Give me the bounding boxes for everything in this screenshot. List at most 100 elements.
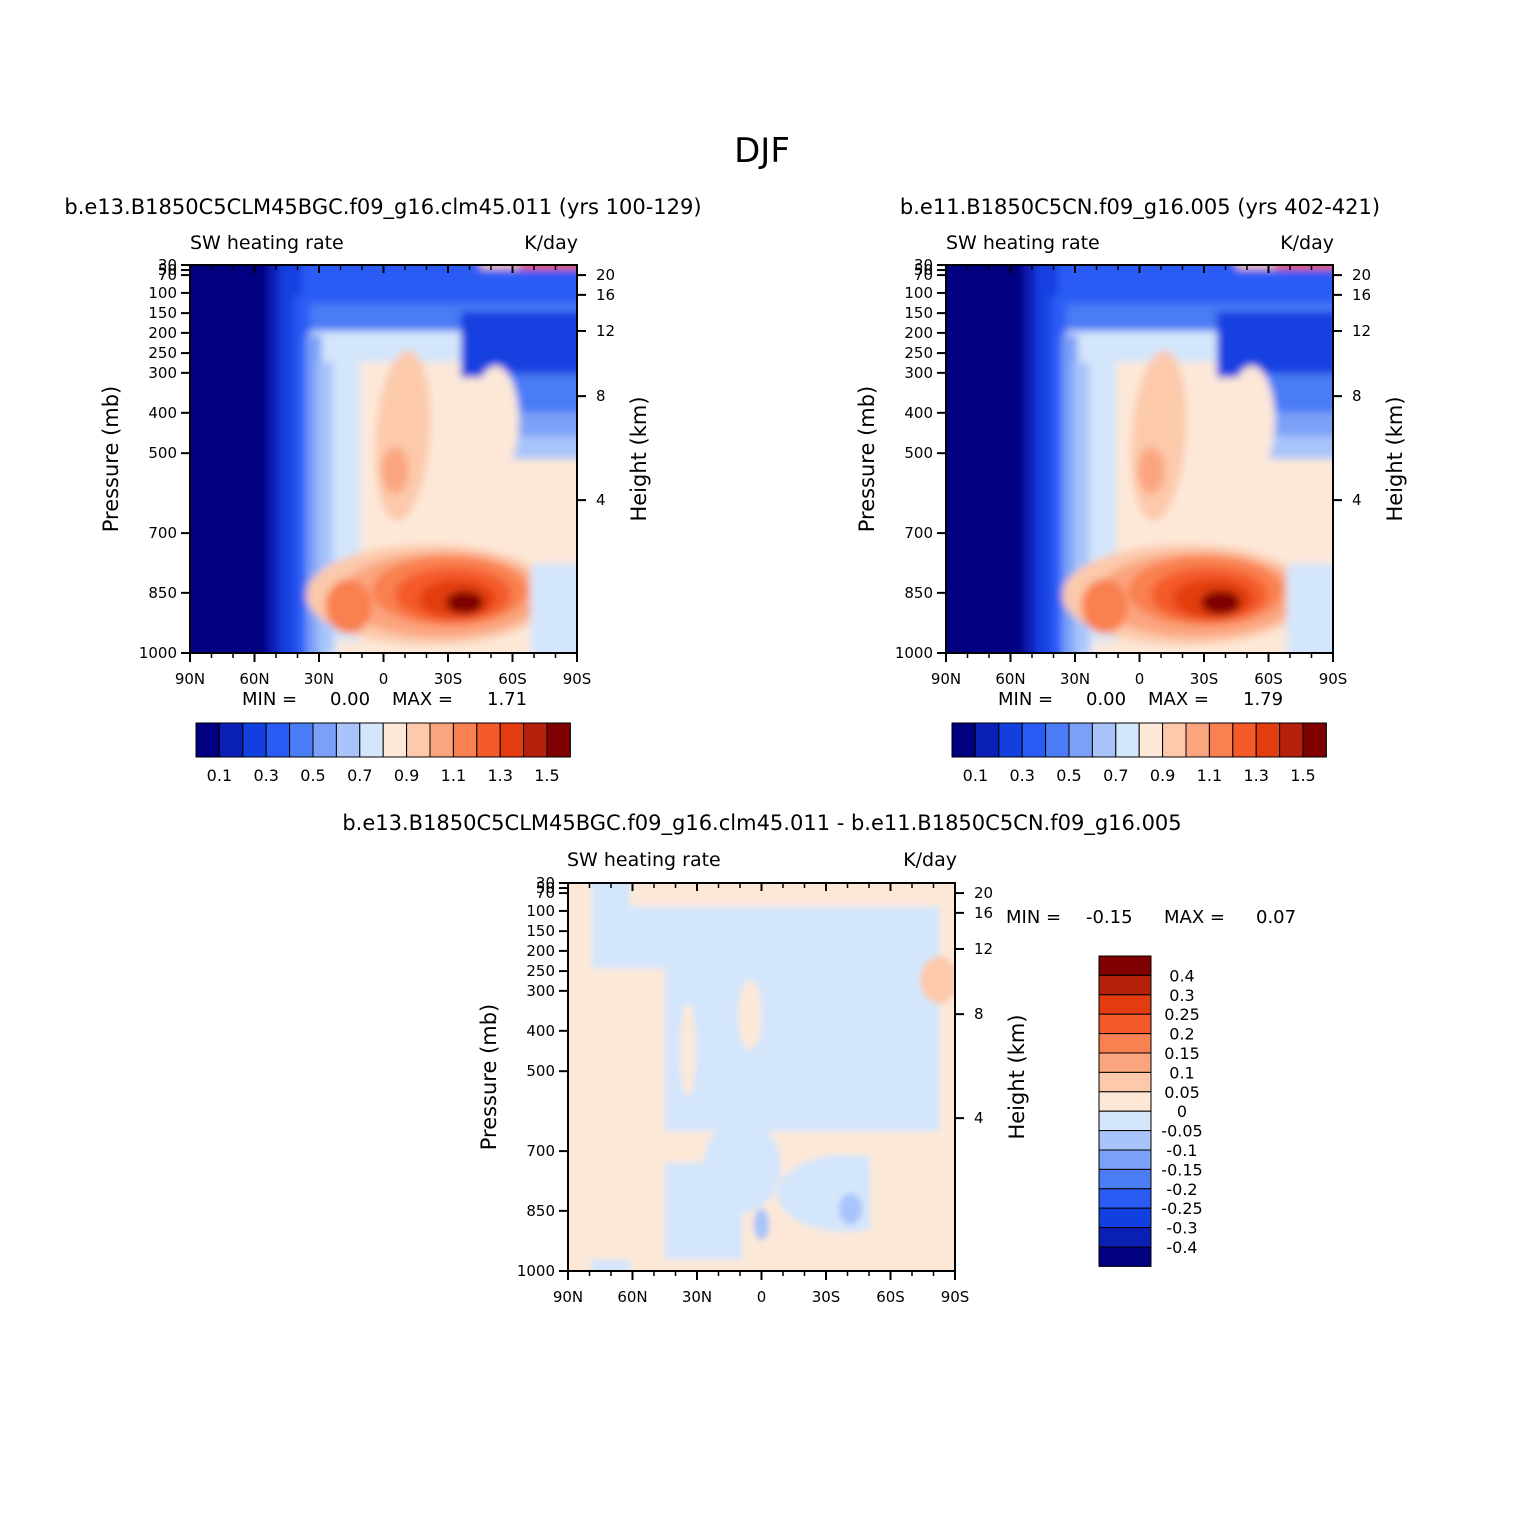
colorbar-label: 0.25 — [1164, 1005, 1200, 1024]
y-tick-label: 150 — [904, 304, 933, 322]
colorbar-label: -0.3 — [1166, 1219, 1197, 1238]
colorbar-swatch — [452, 722, 478, 758]
y-tick-label: 700 — [148, 524, 177, 542]
contour-band — [381, 447, 409, 494]
colorbar-swatch — [335, 722, 361, 758]
colorbar-label: 0.5 — [1056, 766, 1081, 785]
contour-band — [753, 1208, 770, 1240]
x-tick-label: 30S — [434, 670, 463, 688]
x-tick-label: 30S — [812, 1288, 841, 1306]
colorbar-swatch — [406, 722, 431, 758]
x-tick-label: 90N — [175, 670, 205, 688]
contour-band — [190, 265, 268, 653]
colorbar-swatch — [382, 722, 408, 758]
y2-tick-label: 8 — [1352, 387, 1362, 405]
colorbar-label: -0.4 — [1166, 1238, 1197, 1257]
y-tick-label: 1000 — [139, 644, 177, 662]
colorbar-label: 1.3 — [1243, 766, 1268, 785]
x-tick-label: 60N — [995, 670, 1025, 688]
y-tick-label: 700 — [526, 1142, 555, 1160]
y-tick-label: 400 — [904, 404, 933, 422]
season-title: DJF — [734, 131, 790, 171]
heatmap-field — [190, 265, 577, 653]
colorbar-label: 0.9 — [1150, 766, 1175, 785]
colorbar-label: 0.1 — [1169, 1063, 1194, 1082]
colorbar-label: 0 — [1177, 1102, 1187, 1121]
y2-tick-label: 16 — [596, 286, 615, 304]
x-tick-label: 90N — [553, 1288, 583, 1306]
colorbar-swatch — [429, 722, 454, 758]
y-tick-label: 200 — [904, 324, 933, 342]
contour-band — [920, 956, 955, 1004]
colorbar-swatch — [1208, 722, 1234, 758]
y-tick-label: 500 — [148, 444, 177, 462]
y-tick-label: 1000 — [895, 644, 933, 662]
contour-band — [869, 1154, 948, 1271]
colorbar: 0.1 0.3 0.5 0.7 0.9 1.1 1.3 1.5 — [195, 722, 571, 785]
contour-band — [680, 1003, 696, 1097]
colorbar-swatch — [1021, 722, 1047, 758]
x-tick-label: 90S — [563, 670, 592, 688]
y-tick-label: 500 — [526, 1062, 555, 1080]
colorbar-swatch — [998, 722, 1023, 758]
colorbar-label: -0.25 — [1161, 1199, 1202, 1218]
min-value: -0.15 — [1086, 907, 1133, 928]
colorbar-swatch — [1068, 722, 1093, 758]
colorbar-label: 0.7 — [1103, 766, 1128, 785]
y-tick-label: 100 — [148, 284, 177, 302]
colorbar-swatch — [1302, 722, 1327, 758]
x-axis: 90N 60N 30N 0 30S 60S 90S — [553, 883, 969, 1306]
contour-band — [1081, 579, 1128, 634]
max-label: MAX = — [1148, 689, 1209, 710]
y-tick-label: 30 — [914, 256, 933, 274]
y-tick-label: 500 — [904, 444, 933, 462]
colorbar-swatch — [1098, 1188, 1152, 1209]
x-tick-label: 90S — [1319, 670, 1348, 688]
y-tick-label: 400 — [148, 404, 177, 422]
y-axis-label: Pressure (mb) — [477, 1004, 501, 1151]
colorbar-swatch — [476, 722, 501, 758]
y2-tick-label: 16 — [1352, 286, 1371, 304]
min-label: MIN = — [242, 689, 297, 710]
x-axis: 90N 60N 30N 0 30S 60S 90S — [931, 265, 1347, 688]
y2-tick-label: 12 — [974, 940, 993, 958]
colorbar-swatch — [1279, 722, 1304, 758]
colorbar-swatch — [1098, 1168, 1152, 1190]
contour-band — [1228, 365, 1275, 475]
contour-band — [703, 1119, 781, 1213]
colorbar-label: 1.1 — [1197, 766, 1222, 785]
y-tick-label: 100 — [526, 902, 555, 920]
contour-band — [445, 591, 484, 614]
colorbar-swatch — [1185, 722, 1210, 758]
colorbar-swatch — [951, 722, 976, 758]
colorbar-swatch — [312, 722, 337, 758]
y-tick-label: 30 — [536, 874, 555, 892]
colorbar-label: 0.2 — [1169, 1025, 1194, 1044]
contour-band — [946, 265, 1024, 653]
colorbar-swatch — [359, 722, 384, 758]
y-tick-label: 300 — [526, 982, 555, 1000]
colorbar-swatch — [546, 722, 571, 758]
colorbar-label: 0.5 — [300, 766, 325, 785]
min-label: MIN = — [998, 689, 1053, 710]
contour-band — [1200, 590, 1241, 615]
y2-tick-label: 16 — [974, 904, 993, 922]
y2-tick-label: 12 — [596, 322, 615, 340]
colorbar-label: 0.7 — [347, 766, 372, 785]
contour-band — [587, 968, 665, 1260]
colorbar-swatch — [499, 722, 525, 758]
x-tick-label: 60N — [617, 1288, 647, 1306]
max-value: 0.07 — [1256, 907, 1296, 928]
y-tick-label: 100 — [904, 284, 933, 302]
colorbar-label: -0.05 — [1161, 1122, 1202, 1141]
y-axis-height: 20 16 12 8 4 — [1333, 266, 1371, 509]
colorbar-label: -0.15 — [1161, 1160, 1202, 1179]
max-label: MAX = — [392, 689, 453, 710]
variable-label: SW heating rate — [190, 232, 344, 254]
y-tick-label: 200 — [526, 942, 555, 960]
contour-band — [1286, 563, 1333, 653]
colorbar-swatch — [1255, 722, 1281, 758]
y-tick-label: 50 — [914, 261, 933, 279]
colorbar-swatch — [1162, 722, 1187, 758]
